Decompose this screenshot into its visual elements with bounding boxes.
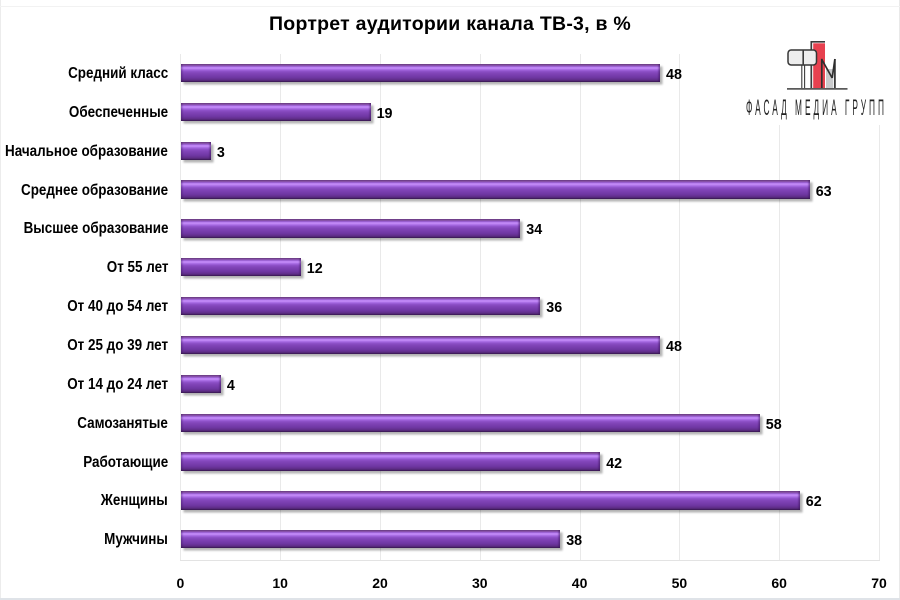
svg-text:ФАСАД МЕДИА ГРУПП: ФАСАД МЕДИА ГРУПП bbox=[746, 95, 887, 120]
